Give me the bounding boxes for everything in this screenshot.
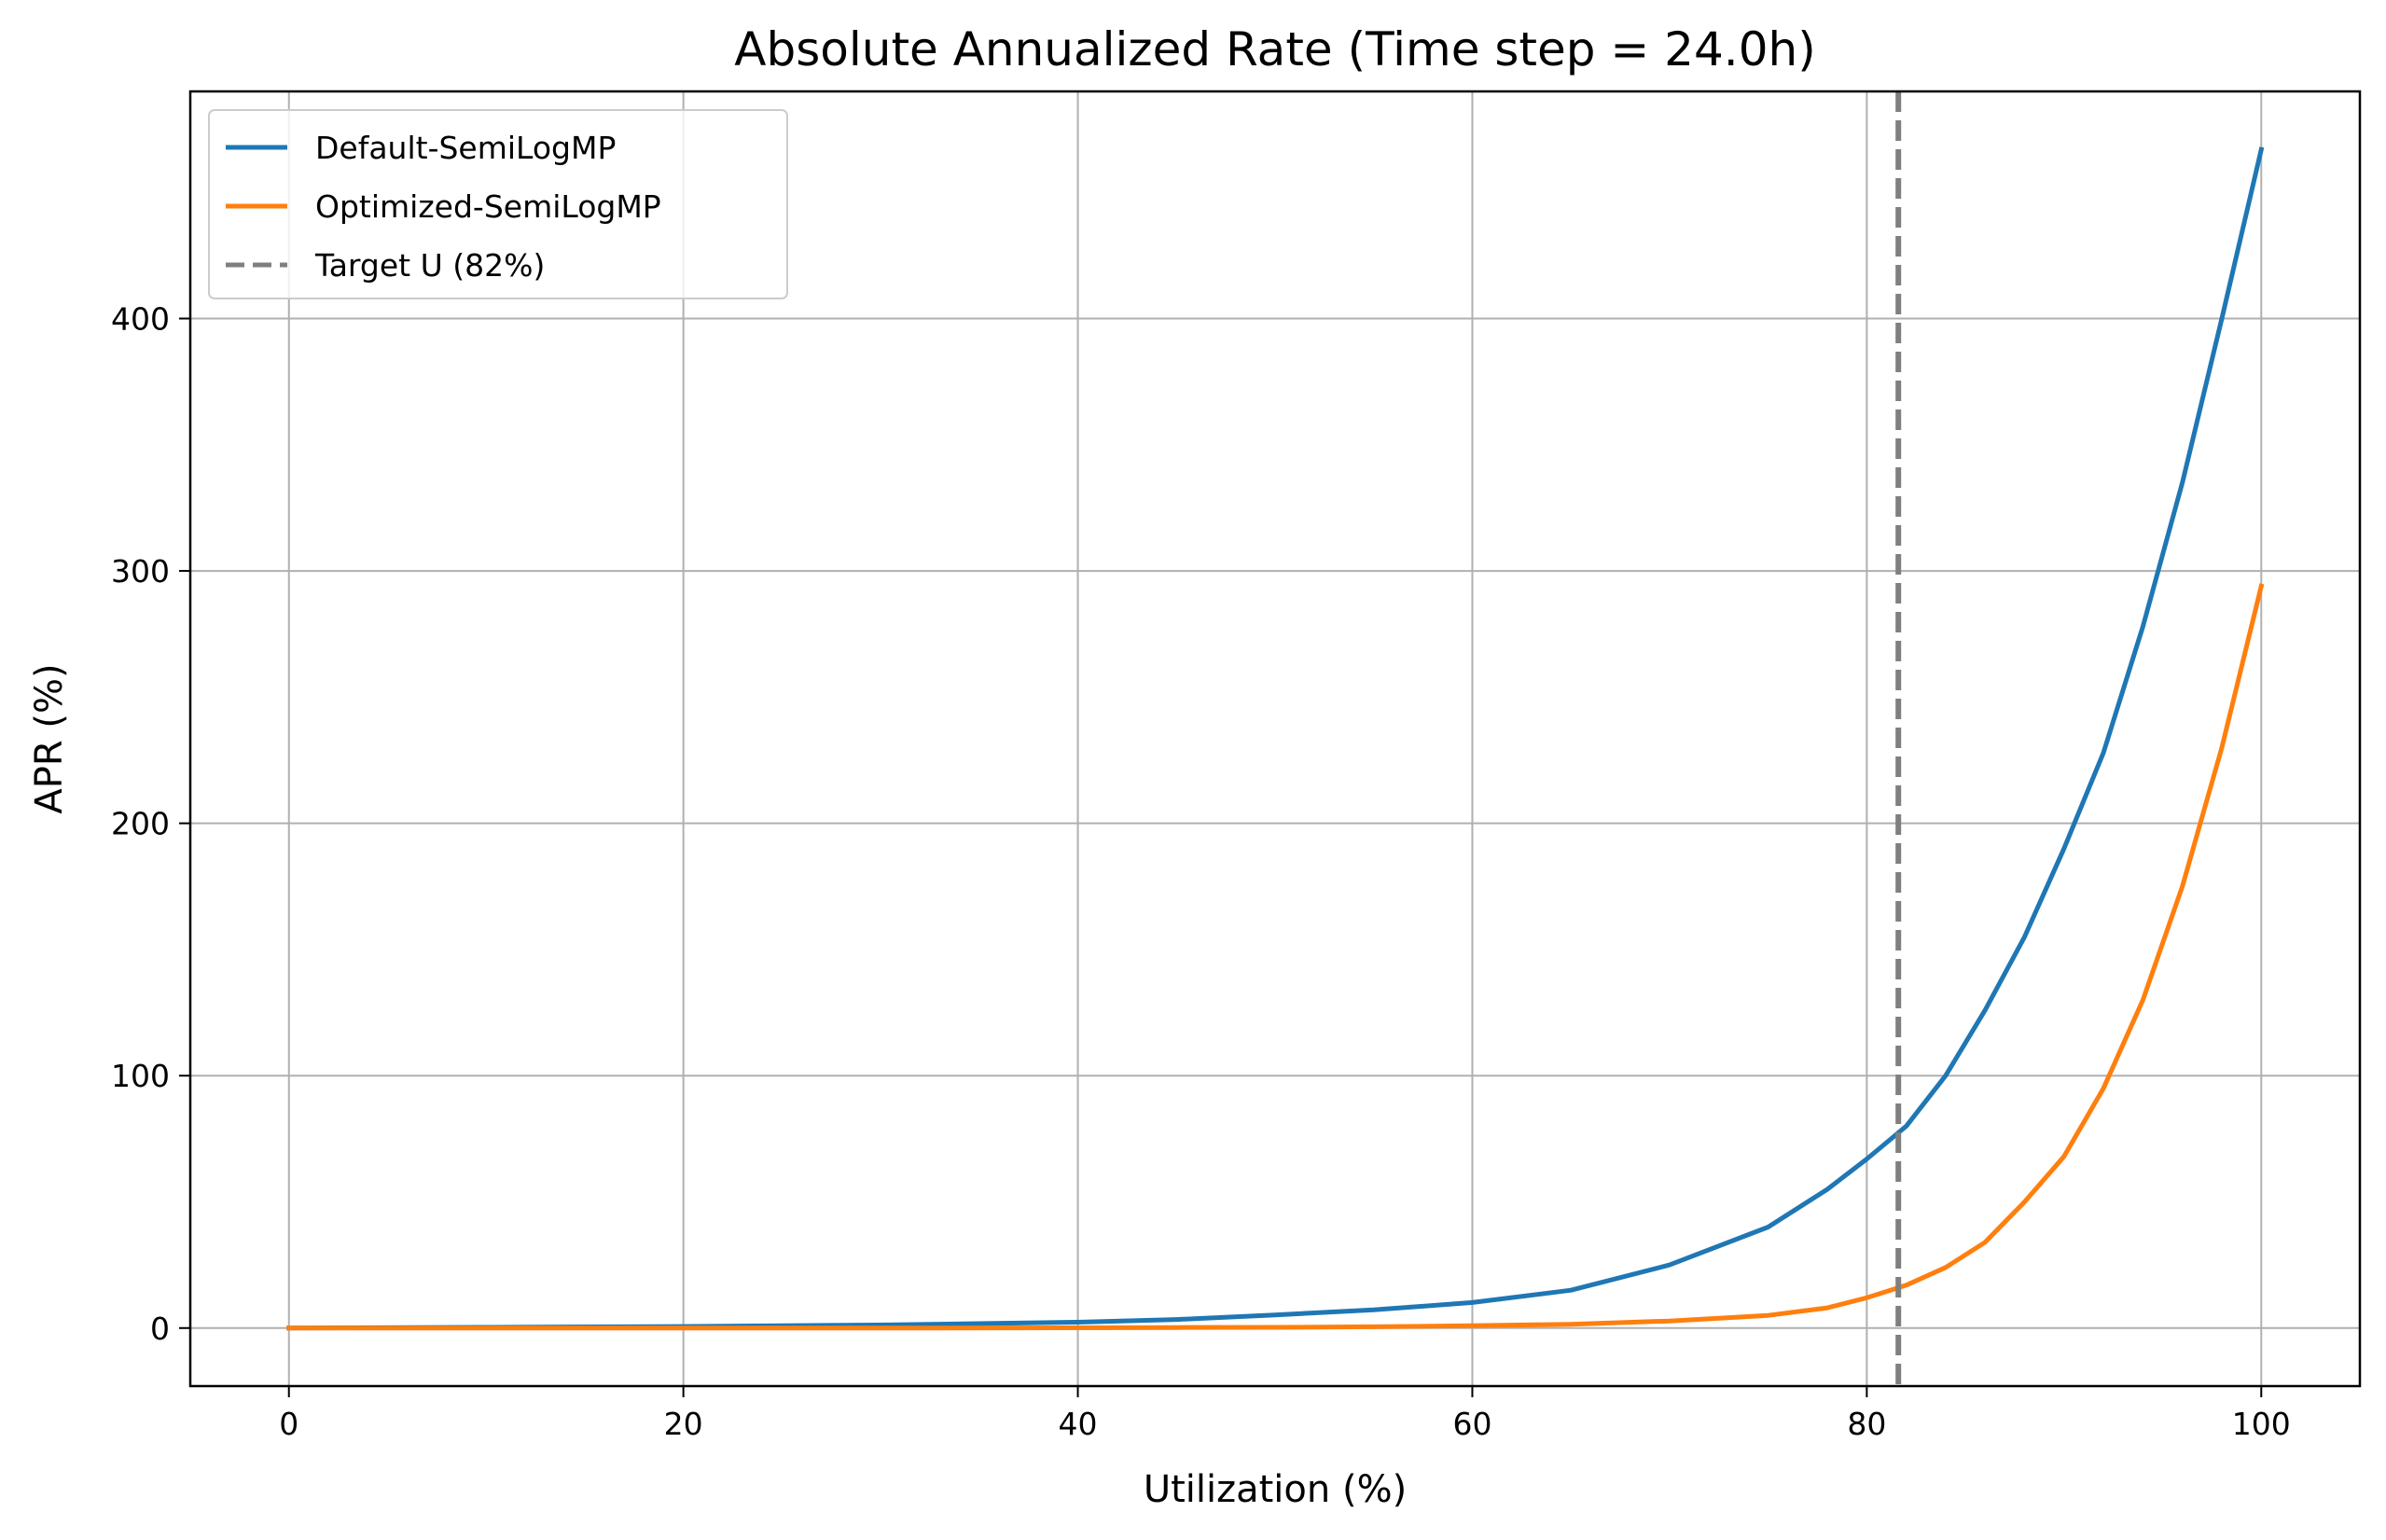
y-tick-label: 0	[150, 1311, 170, 1347]
legend-label-default: Default-SemiLogMP	[315, 130, 616, 166]
y-tick-label: 400	[111, 301, 170, 338]
plot-frame	[188, 90, 2362, 1388]
y-tick-label: 200	[111, 806, 170, 842]
x-tick-label: 40	[1059, 1406, 1098, 1442]
legend-label-optimized: Optimized-SemiLogMP	[315, 188, 661, 225]
legend: Default-SemiLogMP Optimized-SemiLogMP Ta…	[208, 109, 788, 299]
x-tick-label: 0	[279, 1406, 298, 1442]
axis-ticks: 0 20 40 60 80 100 0 100 200 300 400	[111, 301, 2291, 1442]
x-axis-label: Utilization (%)	[1144, 1468, 1407, 1511]
x-tick-label: 80	[1847, 1406, 1886, 1442]
series-line-default	[286, 146, 2265, 1331]
series-line-optimized	[286, 583, 2265, 1331]
plot-data	[286, 91, 2265, 1386]
x-tick-label: 60	[1452, 1406, 1491, 1442]
legend-box	[208, 109, 788, 299]
x-tick-label: 20	[664, 1406, 703, 1442]
grid-lines	[190, 91, 2360, 1386]
y-tick-label: 300	[111, 553, 170, 590]
legend-label-target: Target U (82%)	[314, 247, 545, 284]
y-tick-label: 100	[111, 1058, 170, 1094]
y-axis-label: APR (%)	[28, 663, 71, 813]
x-tick-label: 100	[2232, 1406, 2291, 1442]
chart-title: Absolute Annualized Rate (Time step = 24…	[734, 22, 1815, 76]
